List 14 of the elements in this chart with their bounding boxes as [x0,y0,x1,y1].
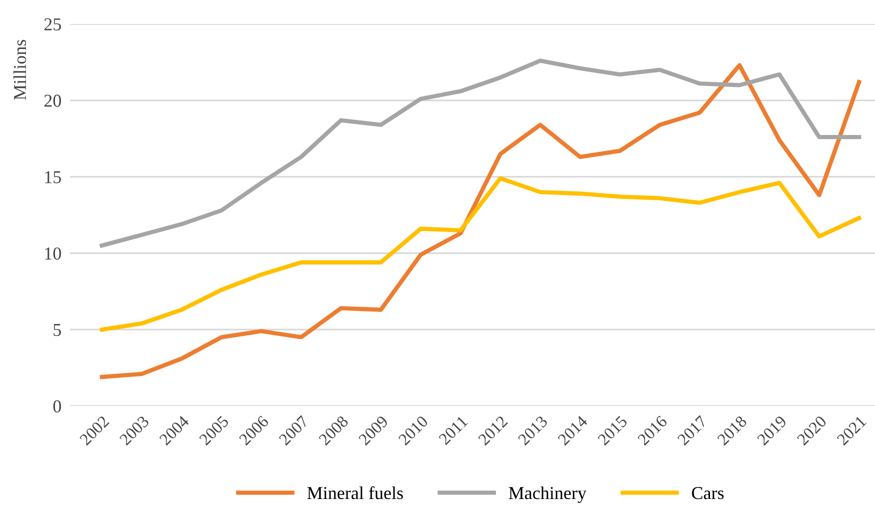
y-axis-title: Millions [13,40,26,100]
legend-label: Cars [692,487,724,500]
y-tick-label: 0 [53,400,61,412]
x-tick-label: 2011 [438,415,468,446]
line-series [100,63,862,380]
line-series [100,58,862,248]
legend-label: Machinery [508,486,586,503]
y-tick-label: 10 [45,247,61,260]
y-tick-label: 25 [44,18,61,30]
y-tick-label: 5 [54,324,61,336]
legend-label: Mineral fuels [307,486,403,500]
y-tick-label: 20 [44,94,61,107]
line-series [100,176,862,332]
y-tick-label: 15 [45,171,61,184]
